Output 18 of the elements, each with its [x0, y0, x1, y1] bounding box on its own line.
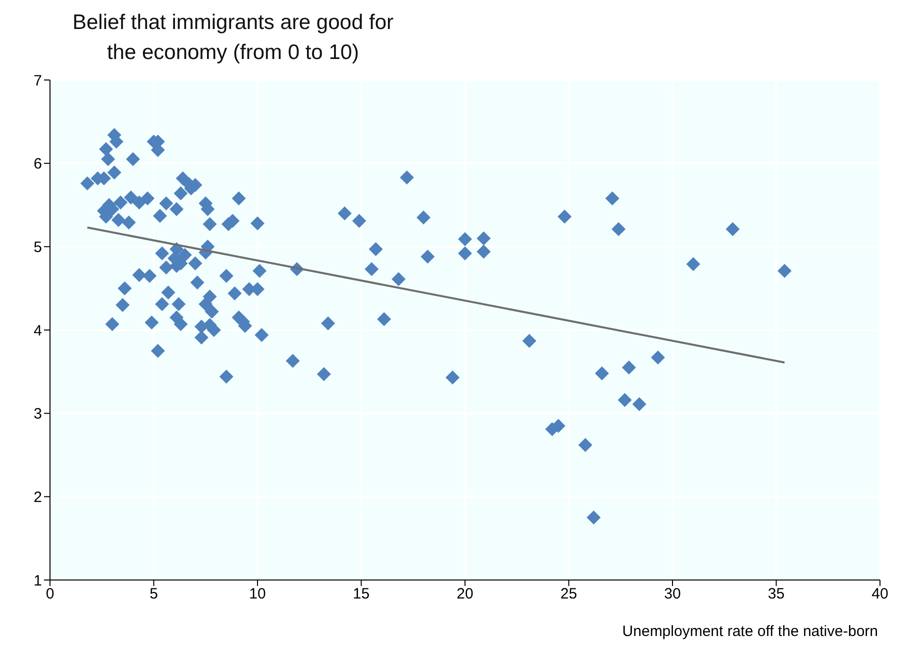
y-tick-label: 6 [34, 156, 42, 173]
x-tick-label: 35 [768, 586, 785, 603]
y-tick-label: 3 [34, 406, 42, 423]
x-tick-label: 25 [560, 586, 578, 603]
x-axis-title: Unemployment rate off the native-born [622, 623, 878, 640]
x-tick-label: 30 [664, 586, 681, 603]
x-tick-label: 20 [456, 586, 474, 603]
x-tick-label: 0 [46, 586, 54, 603]
y-tick-label: 1 [34, 572, 42, 590]
y-tick-label: 2 [34, 488, 42, 506]
y-axis-title: Belief that immigrants are good for the economy (from 0 to 10) [72, 10, 394, 66]
y-tick-label: 7 [34, 72, 42, 90]
x-tick-label: 40 [872, 586, 888, 603]
y-tick-label: 5 [34, 238, 42, 256]
x-tick-label: 15 [352, 586, 370, 603]
x-tick-label: 10 [249, 586, 266, 603]
x-tick-label: 5 [150, 586, 158, 603]
y-tick-label: 4 [34, 322, 42, 340]
